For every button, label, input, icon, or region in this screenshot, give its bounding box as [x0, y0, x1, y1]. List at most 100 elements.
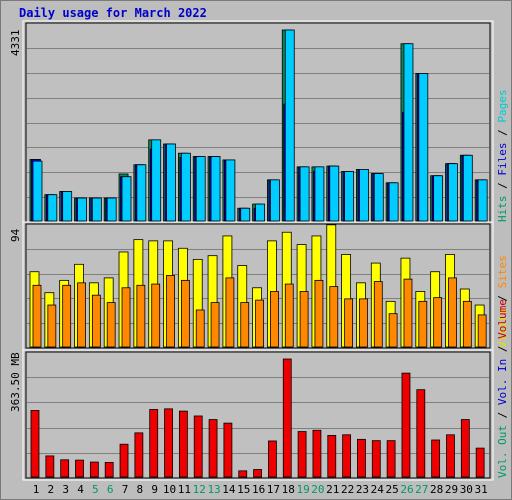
pages-bar-day-5: [91, 197, 102, 222]
sites-bar-day-11: [180, 279, 190, 348]
sites-bar-day-26: [403, 278, 413, 348]
legend-entry: Hits: [496, 195, 509, 223]
volume-bar-day-4: [75, 459, 84, 478]
volume-bar-day-22: [342, 434, 352, 478]
volume-bar-day-30: [460, 419, 470, 478]
pages-bar-day-18: [284, 29, 295, 222]
volume-bar-day-28: [431, 439, 441, 478]
pages-bar-day-24: [373, 173, 384, 222]
pages-bar-day-27: [418, 73, 429, 222]
pages-bar-day-31: [477, 179, 488, 222]
pages-bar-day-4: [77, 197, 87, 222]
pages-bar-day-13: [210, 156, 221, 222]
x-tick-label-day-27: 27: [415, 483, 429, 496]
sites-bar-day-2: [47, 304, 57, 348]
sites-bar-day-30: [462, 300, 472, 348]
volume-bar-day-21: [327, 435, 337, 478]
volume-bar-day-18: [282, 358, 292, 478]
x-tick-label-day-11: 11: [177, 483, 191, 496]
x-tick-label-day-10: 10: [162, 483, 177, 496]
legend-separator: /: [496, 338, 509, 359]
legend-separator: /: [496, 175, 509, 196]
pages-bar-day-14: [225, 159, 236, 222]
sites-bar-day-12: [195, 309, 205, 348]
volume-bar-day-27: [416, 389, 426, 478]
x-tick-label-day-1: 1: [32, 483, 40, 496]
pages-bar-day-10: [166, 143, 176, 222]
sites-bar-day-24: [373, 281, 383, 348]
legend-entry: Vol. Out: [496, 425, 509, 478]
x-tick-label-day-13: 13: [207, 483, 221, 496]
sites-bar-day-13: [210, 302, 220, 348]
legend-entry: Vol. In: [496, 358, 509, 406]
x-tick-label-day-5: 5: [92, 483, 99, 496]
legend-separator: /: [496, 122, 509, 143]
pages-bar-day-9: [151, 139, 162, 222]
x-tick-label-day-4: 4: [77, 483, 84, 496]
sites-bar-day-4: [77, 282, 86, 348]
pages-bar-day-7: [121, 176, 132, 222]
sites-bar-day-23: [359, 298, 368, 348]
x-tick-label-day-31: 31: [474, 483, 488, 496]
middle-panel-max-label: 94: [9, 228, 22, 242]
x-tick-label-day-19: 19: [296, 483, 310, 496]
legend-separator: /: [496, 405, 509, 426]
pages-bar-day-21: [329, 165, 340, 222]
x-axis-day-labels: 1 2 3 4 5 6 7 8 9 10 11 12 13 14 15 16 17 18 19 20 21 22 23 24 2…: [0, 483, 512, 497]
x-tick-label-day-15: 15: [237, 483, 251, 496]
volume-bar-day-31: [475, 447, 485, 478]
pages-bar-day-19: [299, 166, 310, 222]
sites-bar-day-31: [477, 314, 487, 348]
volume-bar-day-24: [371, 440, 381, 478]
pages-bar-day-12: [195, 156, 206, 222]
sites-bar-day-21: [329, 286, 339, 348]
x-tick-label-day-20: 20: [311, 483, 325, 496]
x-tick-label-day-7: 7: [121, 483, 129, 496]
sites-bar-day-9: [151, 283, 161, 348]
x-tick-label-day-6: 6: [106, 483, 114, 496]
volume-bar-day-29: [446, 434, 455, 478]
volume-bar-day-3: [60, 459, 70, 478]
volume-bar-day-2: [45, 455, 55, 478]
sites-bar-day-15: [240, 302, 250, 348]
x-tick-label-day-18: 18: [281, 483, 295, 496]
sites-bar-day-25: [388, 313, 398, 348]
x-tick-label-day-23: 23: [355, 483, 370, 496]
sites-bar-day-16: [255, 299, 264, 348]
sites-bar-day-1: [32, 284, 42, 348]
sites-bar-day-3: [62, 284, 72, 348]
volume-bar-day-7: [119, 443, 129, 478]
volume-bar-day-15: [238, 470, 248, 478]
top-panel-legend: Hits / Files / Pages: [496, 90, 509, 223]
volume-bar-day-23: [357, 438, 366, 478]
x-tick-label-day-29: 29: [444, 483, 459, 496]
x-tick-label-day-12: 12: [192, 483, 206, 496]
x-tick-label-day-14: 14: [222, 483, 236, 496]
legend-entry: Files: [496, 142, 509, 176]
bottom-panel-plot: [25, 351, 491, 479]
x-tick-label-day-17: 17: [266, 483, 281, 496]
volume-bar-day-10: [164, 408, 173, 478]
pages-bar-day-25: [388, 182, 399, 222]
volume-bar-day-8: [134, 432, 144, 478]
pages-bar-day-30: [462, 154, 473, 222]
sites-bar-day-5: [91, 294, 101, 348]
sites-bar-day-10: [166, 275, 175, 348]
sites-bar-day-27: [418, 300, 428, 348]
x-tick-label-day-3: 3: [62, 483, 69, 496]
volume-bar-day-13: [208, 419, 218, 478]
pages-bar-day-2: [47, 194, 58, 222]
pages-bar-day-28: [433, 175, 444, 222]
sites-bar-day-28: [433, 297, 443, 348]
x-tick-label-day-28: 28: [430, 483, 444, 496]
volume-bar-day-20: [312, 429, 322, 478]
top-panel-max-label: 4331: [9, 29, 22, 57]
sites-bar-day-29: [448, 277, 457, 348]
x-tick-label-day-9: 9: [151, 483, 159, 496]
volume-bar-day-1: [30, 410, 40, 478]
volume-bar-day-17: [268, 440, 277, 478]
x-tick-label-day-30: 30: [459, 483, 473, 496]
x-tick-label-day-2: 2: [47, 483, 55, 496]
